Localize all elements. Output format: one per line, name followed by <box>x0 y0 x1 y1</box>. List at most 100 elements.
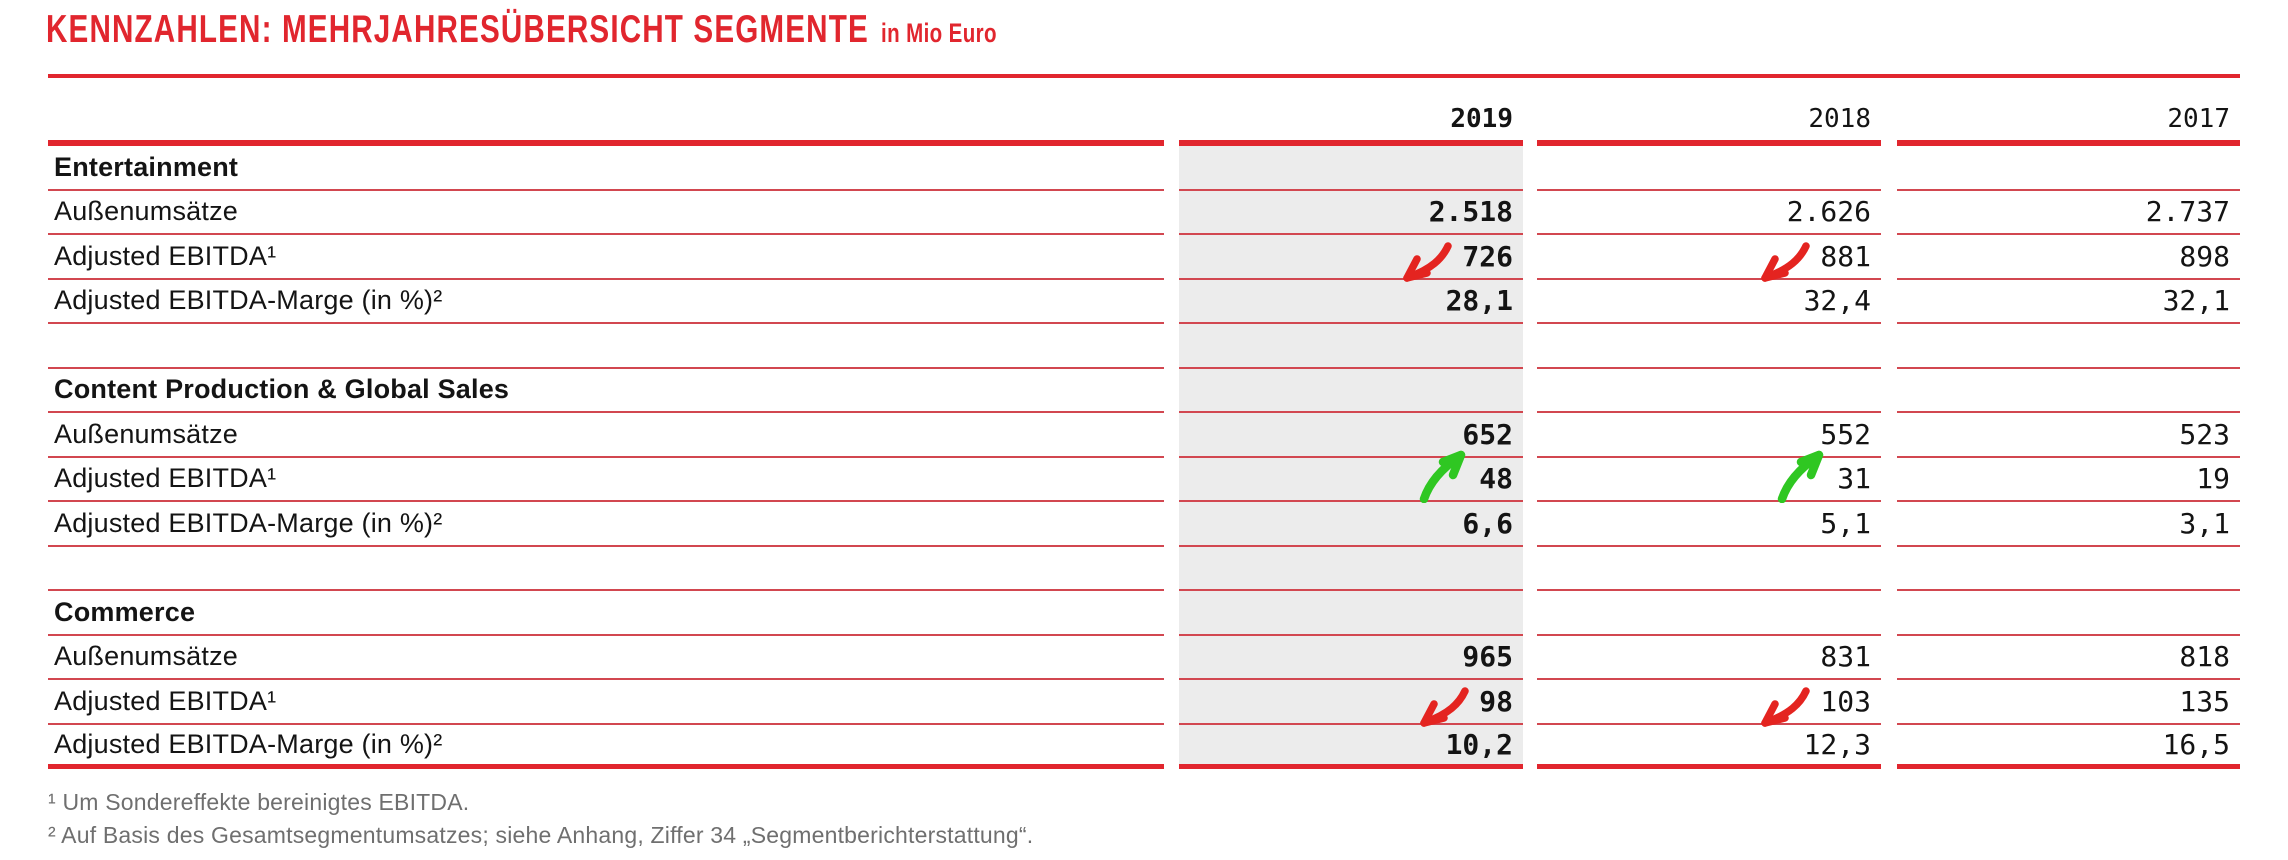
year-header-row: 2019 2018 2017 <box>48 94 2240 138</box>
value-2017: 523 <box>1897 413 2240 458</box>
value-2019: 98 <box>1179 680 1523 727</box>
table-row: Adjusted EBITDA-Marge (in %)² 10,2 12,3 16,… <box>48 725 2240 769</box>
cell-value: 2.518 <box>1428 195 1513 229</box>
section-title: Entertainment <box>48 146 1164 191</box>
spacer-cell <box>48 324 1164 369</box>
title-underline <box>48 74 2240 78</box>
value-2018: 12,3 <box>1537 725 1881 769</box>
table-row: Außenumsätze 2.518 2.626 2.737 <box>48 191 2240 235</box>
cell-value: 523 <box>2179 417 2230 451</box>
table-row: Adjusted EBITDA¹ 98 103 135 <box>48 680 2240 727</box>
value-2018: 2.626 <box>1537 191 1881 235</box>
highlight-2019-column <box>1179 146 1523 769</box>
value-2018 <box>1537 146 1881 191</box>
year-column-2017: 2017 <box>2167 104 2230 134</box>
cell-value: 32,1 <box>2162 284 2230 318</box>
year-column-2018: 2018 <box>1808 104 1871 134</box>
cell-value: 19 <box>2196 462 2230 496</box>
section-header-row: Content Production & Global Sales <box>48 369 2240 413</box>
value-2018: 32,4 <box>1537 280 1881 324</box>
value-2017: 19 <box>1897 458 2240 502</box>
cell-value: 2.737 <box>2145 195 2230 229</box>
value-2019 <box>1179 324 1523 369</box>
cell-value: 12,3 <box>1803 727 1871 761</box>
value-2017: 3,1 <box>1897 502 2240 547</box>
spacer-cell <box>48 547 1164 591</box>
row-label: Adjusted EBITDA-Marge (in %)² <box>48 725 1164 769</box>
cell-value: 881 <box>1820 239 1871 273</box>
cell-value: 98 <box>1479 684 1513 718</box>
cell-value: 28,1 <box>1445 284 1513 318</box>
value-2017: 135 <box>1897 680 2240 725</box>
cell-value: 652 <box>1462 417 1513 451</box>
section-title: Content Production & Global Sales <box>48 369 1164 413</box>
decrease-arrow-icon <box>1754 241 1811 282</box>
value-2018 <box>1537 324 1881 369</box>
cell-value: 135 <box>2179 684 2230 718</box>
decrease-arrow-icon <box>1396 241 1453 282</box>
cell-value: 965 <box>1462 640 1513 674</box>
value-2019 <box>1179 547 1523 591</box>
header-rule-segment <box>1897 140 2240 146</box>
value-2019: 28,1 <box>1179 280 1523 324</box>
value-2019: 726 <box>1179 235 1523 282</box>
table-row: Adjusted EBITDA-Marge (in %)² 28,1 32,4 32,… <box>48 280 2240 324</box>
value-2018: 831 <box>1537 636 1881 680</box>
increase-arrow-icon <box>1419 449 1467 503</box>
cell-value: 6,6 <box>1462 506 1513 540</box>
cell-value: 5,1 <box>1820 506 1871 540</box>
header-rule <box>48 140 2240 146</box>
row-label: Adjusted EBITDA-Marge (in %)² <box>48 280 1164 324</box>
value-2018: 103 <box>1537 680 1881 727</box>
value-2017: 818 <box>1897 636 2240 680</box>
value-2017: 2.737 <box>1897 191 2240 235</box>
value-2019 <box>1179 146 1523 191</box>
page-title: KENNZAHLEN: MEHRJAHRESÜBERSICHT SEGMENTE <box>46 8 869 51</box>
value-2017: 898 <box>1897 235 2240 280</box>
cell-value: 16,5 <box>2162 727 2230 761</box>
footnote-1: ¹ Um Sondereffekte bereinigtes EBITDA. <box>48 789 470 815</box>
footnotes: ¹ Um Sondereffekte bereinigtes EBITDA. ²… <box>48 786 1033 852</box>
row-label: Außenumsätze <box>48 636 1164 680</box>
value-2017: 32,1 <box>1897 280 2240 324</box>
table-row: Adjusted EBITDA-Marge (in %)² 6,6 5,1 3,1 <box>48 502 2240 547</box>
value-2018: 5,1 <box>1537 502 1881 547</box>
cell-value: 10,2 <box>1445 727 1513 761</box>
cell-value: 48 <box>1479 462 1513 496</box>
cell-value: 552 <box>1820 417 1871 451</box>
cell-value: 898 <box>2179 239 2230 273</box>
value-2018: 31 <box>1537 450 1881 503</box>
row-label: Außenumsätze <box>48 191 1164 235</box>
header-rule-segment <box>1179 140 1523 146</box>
value-2019: 965 <box>1179 636 1523 680</box>
spacer-row <box>48 547 2240 591</box>
value-2019 <box>1179 369 1523 413</box>
year-column-2019: 2019 <box>1450 104 1513 134</box>
cell-value: 103 <box>1820 684 1871 718</box>
value-2017 <box>1897 547 2240 591</box>
cell-value: 3,1 <box>2179 506 2230 540</box>
cell-value: 726 <box>1462 239 1513 273</box>
segments-table: Entertainment Außenumsätze 2.518 2.626 2.737… <box>48 140 2240 769</box>
value-2017 <box>1897 146 2240 191</box>
decrease-arrow-icon <box>1754 686 1811 727</box>
decrease-arrow-icon <box>1413 686 1470 727</box>
value-2018 <box>1537 547 1881 591</box>
value-2019: 652 <box>1179 413 1523 458</box>
header-rule-segment <box>1537 140 1881 146</box>
footnote-2: ² Auf Basis des Gesamtsegmentumsatzes; s… <box>48 822 1034 848</box>
value-2019: 48 <box>1179 450 1523 503</box>
page-title-row: KENNZAHLEN: MEHRJAHRESÜBERSICHT SEGMENTE… <box>46 8 997 52</box>
table-row: Adjusted EBITDA¹ 48 31 19 <box>48 450 2240 503</box>
value-2019: 6,6 <box>1179 502 1523 547</box>
row-label: Adjusted EBITDA¹ <box>48 458 1164 502</box>
value-2018 <box>1537 591 1881 636</box>
value-2019: 2.518 <box>1179 191 1523 235</box>
row-label: Außenumsätze <box>48 413 1164 458</box>
header-rule-segment <box>48 140 1164 146</box>
value-2019 <box>1179 591 1523 636</box>
cell-value: 32,4 <box>1803 284 1871 318</box>
page-subtitle: in Mio Euro <box>881 18 997 48</box>
cell-value: 831 <box>1820 640 1871 674</box>
